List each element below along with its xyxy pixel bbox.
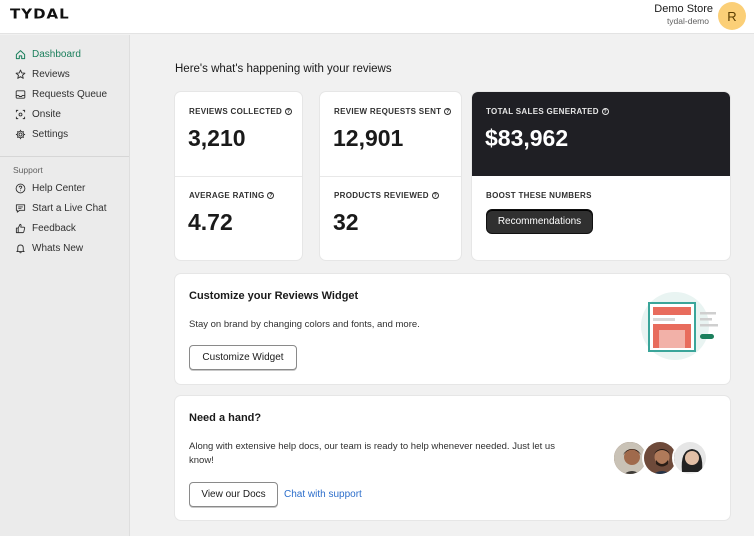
onsite-icon: [14, 108, 26, 120]
main-content: Here's what's happening with your review…: [131, 35, 754, 536]
reviews-collected-label-text: REVIEWS COLLECTED: [189, 107, 283, 116]
reviews-collected-value: 3,210: [188, 125, 246, 151]
info-icon[interactable]: ?: [601, 108, 609, 115]
home-icon: [14, 48, 26, 60]
sidebar-item-label: Start a Live Chat: [32, 202, 107, 214]
store-avatar[interactable]: R: [718, 2, 746, 30]
sidebar-item-help-center[interactable]: Help Center: [14, 180, 85, 196]
products-reviewed-value: 32: [333, 209, 359, 235]
sidebar-item-label: Onsite: [32, 108, 61, 120]
recommendations-button[interactable]: Recommendations: [486, 209, 593, 234]
sidebar-item-dashboard[interactable]: Dashboard: [14, 46, 81, 62]
products-reviewed-label: PRODUCTS REVIEWED?: [334, 191, 439, 200]
support-avatar: [612, 440, 648, 476]
support-team-avatars: [612, 440, 712, 478]
review-requests-sent-value: 12,901: [333, 125, 404, 151]
info-icon[interactable]: ?: [285, 108, 293, 115]
sidebar-divider: [0, 156, 129, 157]
thumbs-up-icon: [14, 222, 26, 234]
chat-with-support-link[interactable]: Chat with support: [284, 489, 362, 500]
sidebar-item-onsite[interactable]: Onsite: [14, 106, 61, 122]
support-avatar: [642, 440, 678, 476]
sidebar-item-live-chat[interactable]: Start a Live Chat: [14, 200, 106, 216]
sidebar-item-reviews[interactable]: Reviews: [14, 66, 70, 82]
bell-icon: [14, 242, 26, 254]
view-docs-button[interactable]: View our Docs: [189, 482, 278, 507]
total-sales-panel: TOTAL SALES GENERATED? $83,962: [472, 92, 730, 176]
question-circle-icon: [14, 182, 26, 194]
card-divider: [175, 176, 302, 177]
info-icon[interactable]: ?: [267, 192, 275, 199]
help-card: Need a hand? Along with extensive help d…: [175, 396, 730, 520]
sidebar-item-requests-queue[interactable]: Requests Queue: [14, 86, 107, 102]
customize-widget-card: Customize your Reviews Widget Stay on br…: [175, 274, 730, 384]
inbox-icon: [14, 88, 26, 100]
sidebar-item-feedback[interactable]: Feedback: [14, 220, 76, 236]
products-reviewed-label-text: PRODUCTS REVIEWED: [334, 191, 429, 200]
average-rating-label-text: AVERAGE RATING: [189, 191, 265, 200]
sidebar-item-label: Whats New: [32, 242, 84, 254]
review-requests-sent-label-text: REVIEW REQUESTS SENT: [334, 107, 442, 116]
stats-card-sales: TOTAL SALES GENERATED? $83,962 BOOST THE…: [472, 92, 730, 260]
average-rating-value: 4.72: [188, 209, 233, 235]
page-heading: Here's what's happening with your review…: [175, 63, 392, 75]
help-card-text-line2: know!: [189, 455, 214, 466]
sidebar-item-label: Feedback: [32, 222, 76, 234]
total-sales-value: $83,962: [485, 125, 569, 151]
tydal-logo[interactable]: TYDAL: [10, 5, 70, 23]
sidebar-item-settings[interactable]: Settings: [14, 126, 68, 142]
support-avatar: [672, 440, 708, 476]
reviews-collected-label: REVIEWS COLLECTED?: [189, 107, 293, 116]
info-icon[interactable]: ?: [431, 192, 439, 199]
sidebar-item-label: Requests Queue: [32, 88, 108, 100]
total-sales-label-text: TOTAL SALES GENERATED: [486, 107, 599, 116]
customize-widget-button[interactable]: Customize Widget: [189, 345, 297, 370]
widget-card-text: Stay on brand by changing colors and fon…: [189, 319, 420, 330]
card-divider: [320, 176, 461, 177]
widget-card-title: Customize your Reviews Widget: [189, 290, 359, 302]
chat-icon: [14, 202, 26, 214]
star-icon: [14, 68, 26, 80]
boost-label: BOOST THESE NUMBERS: [486, 191, 592, 200]
info-icon[interactable]: ?: [444, 108, 452, 115]
review-requests-sent-label: REVIEW REQUESTS SENT?: [334, 107, 452, 116]
sidebar-item-label: Help Center: [32, 182, 86, 194]
support-section-label: Support: [13, 165, 43, 175]
sidebar-item-label: Settings: [32, 128, 69, 140]
widget-illustration: [620, 290, 720, 370]
store-handle[interactable]: tydal-demo: [666, 16, 709, 26]
help-card-text-line1: Along with extensive help docs, our team…: [189, 441, 555, 452]
store-name[interactable]: Demo Store: [654, 3, 713, 15]
sidebar-item-label: Dashboard: [32, 48, 81, 60]
sidebar-item-whats-new[interactable]: Whats New: [14, 240, 83, 256]
sidebar-item-label: Reviews: [32, 68, 70, 80]
sidebar: Dashboard Reviews Requests Queue Onsite …: [0, 35, 130, 536]
gear-icon: [14, 128, 26, 140]
stats-card-reviews: REVIEWS COLLECTED? 3,210 AVERAGE RATING?…: [175, 92, 302, 260]
average-rating-label: AVERAGE RATING?: [189, 191, 275, 200]
top-bar: TYDAL Demo Store tydal-demo R: [0, 0, 754, 34]
total-sales-label: TOTAL SALES GENERATED?: [486, 107, 609, 116]
stats-card-requests: REVIEW REQUESTS SENT? 12,901 PRODUCTS RE…: [320, 92, 461, 260]
help-card-title: Need a hand?: [189, 412, 262, 424]
